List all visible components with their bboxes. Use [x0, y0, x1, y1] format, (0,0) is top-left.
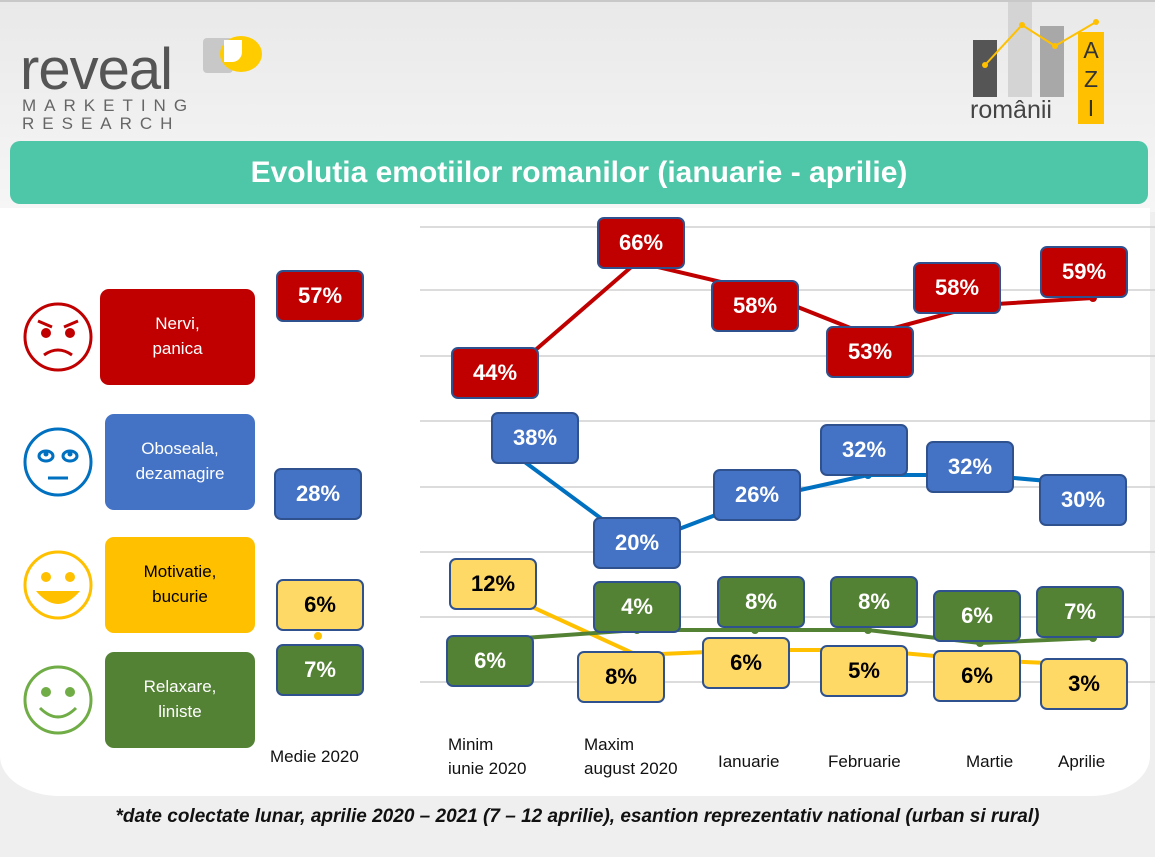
data-point	[864, 626, 872, 634]
data-label: 6%	[933, 590, 1021, 642]
data-label: 3%	[1040, 658, 1128, 710]
category-label: Oboseala, dezamagire	[105, 414, 255, 510]
data-label: 8%	[830, 576, 918, 628]
data-label: 30%	[1039, 474, 1127, 526]
data-label: 6%	[702, 637, 790, 689]
x-tick-label: Aprilie	[1058, 752, 1106, 771]
data-label: 32%	[926, 441, 1014, 493]
tired-face-icon	[22, 426, 96, 505]
data-label: 58%	[913, 262, 1001, 314]
data-label: 6%	[446, 635, 534, 687]
x-tick-label: Martie	[966, 752, 1014, 771]
data-label: 7%	[276, 644, 364, 696]
smile-face-icon	[22, 664, 96, 743]
data-label: 59%	[1040, 246, 1128, 298]
x-tick-label: Minim iunie 2020	[448, 735, 527, 778]
data-label: 58%	[711, 280, 799, 332]
data-label: 4%	[593, 581, 681, 633]
x-tick-label: Februarie	[828, 752, 901, 771]
happy-face-icon	[22, 549, 96, 628]
angry-face-icon	[22, 301, 96, 380]
data-label: 7%	[1036, 586, 1124, 638]
x-tick-label: Maxim august 2020	[584, 735, 678, 778]
data-label: 38%	[491, 412, 579, 464]
category-label: Relaxare, liniste	[105, 652, 255, 748]
reveal-logo: reveal MARKETING RESEARCH	[20, 18, 262, 133]
data-point	[314, 632, 322, 640]
data-label: 32%	[820, 424, 908, 476]
footnote: *date colectate lunar, aprilie 2020 – 20…	[115, 806, 1040, 827]
page-title: Evolutia emotiilor romanilor (ianuarie -…	[10, 141, 1148, 204]
data-label: 20%	[593, 517, 681, 569]
category-label: Nervi, panica	[100, 289, 255, 385]
data-label: 12%	[449, 558, 537, 610]
data-point	[751, 626, 759, 634]
data-label: 44%	[451, 347, 539, 399]
data-label: 6%	[933, 650, 1021, 702]
x-tick-label: Medie 2020	[270, 747, 359, 766]
data-label: 8%	[717, 576, 805, 628]
x-tick-label: Ianuarie	[718, 752, 780, 771]
data-label: 28%	[274, 468, 362, 520]
category-label: Motivatie, bucurie	[105, 537, 255, 633]
data-label: 53%	[826, 326, 914, 378]
data-label: 66%	[597, 217, 685, 269]
data-label: 57%	[276, 270, 364, 322]
data-label: 5%	[820, 645, 908, 697]
data-label: 6%	[276, 579, 364, 631]
data-label: 26%	[713, 469, 801, 521]
data-label: 8%	[577, 651, 665, 703]
